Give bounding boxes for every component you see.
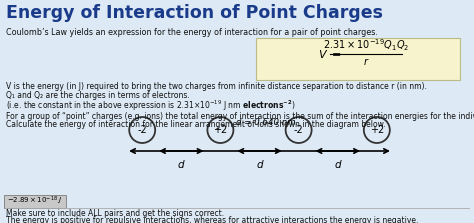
Text: Q₁ and Q₂ are the charges in terms of electrons.: Q₁ and Q₂ are the charges in terms of el… <box>6 91 190 99</box>
Text: +2: +2 <box>213 125 228 135</box>
Text: -2: -2 <box>294 125 303 135</box>
Text: Make sure to include ALL pairs and get the signs correct.: Make sure to include ALL pairs and get t… <box>6 209 224 218</box>
Text: Energy of Interaction of Point Charges: Energy of Interaction of Point Charges <box>6 4 383 22</box>
Text: The energy is positive for repulsive interactions, whereas for attractive intera: The energy is positive for repulsive int… <box>6 216 419 223</box>
Text: (i.e. the constant in the above expression is 2.31$\times$10$^{-19}$ J nm $\math: (i.e. the constant in the above expressi… <box>6 99 295 114</box>
Text: d: d <box>178 160 184 170</box>
Text: $-2.89 \times 10^{-18}\ J$: $-2.89 \times 10^{-18}\ J$ <box>7 195 63 207</box>
Text: V is the energy (in J) required to bring the two charges from infinite distance : V is the energy (in J) required to bring… <box>6 82 427 91</box>
Text: $V\ =$: $V\ =$ <box>318 48 342 60</box>
Text: -2: -2 <box>137 125 147 135</box>
Text: Coulomb’s Law yields an expression for the energy of interaction for a pair of p: Coulomb’s Law yields an expression for t… <box>6 28 378 37</box>
Text: d: d <box>335 160 341 170</box>
Text: Calculate the energy of interaction for the linear arrangement of ions shown in : Calculate the energy of interaction for … <box>6 120 385 129</box>
Text: +2: +2 <box>370 125 384 135</box>
Text: For a group of “point” charges (e.g. ions) the total energy of interaction is th: For a group of “point” charges (e.g. ion… <box>6 112 474 121</box>
Text: $2.31 \times 10^{-19}Q_1Q_2$: $2.31 \times 10^{-19}Q_1Q_2$ <box>323 37 409 53</box>
FancyBboxPatch shape <box>256 38 460 80</box>
FancyBboxPatch shape <box>4 195 66 208</box>
Text: $r$: $r$ <box>363 56 369 67</box>
Text: d = 0.640 nm.: d = 0.640 nm. <box>236 118 298 127</box>
Text: d: d <box>256 160 263 170</box>
